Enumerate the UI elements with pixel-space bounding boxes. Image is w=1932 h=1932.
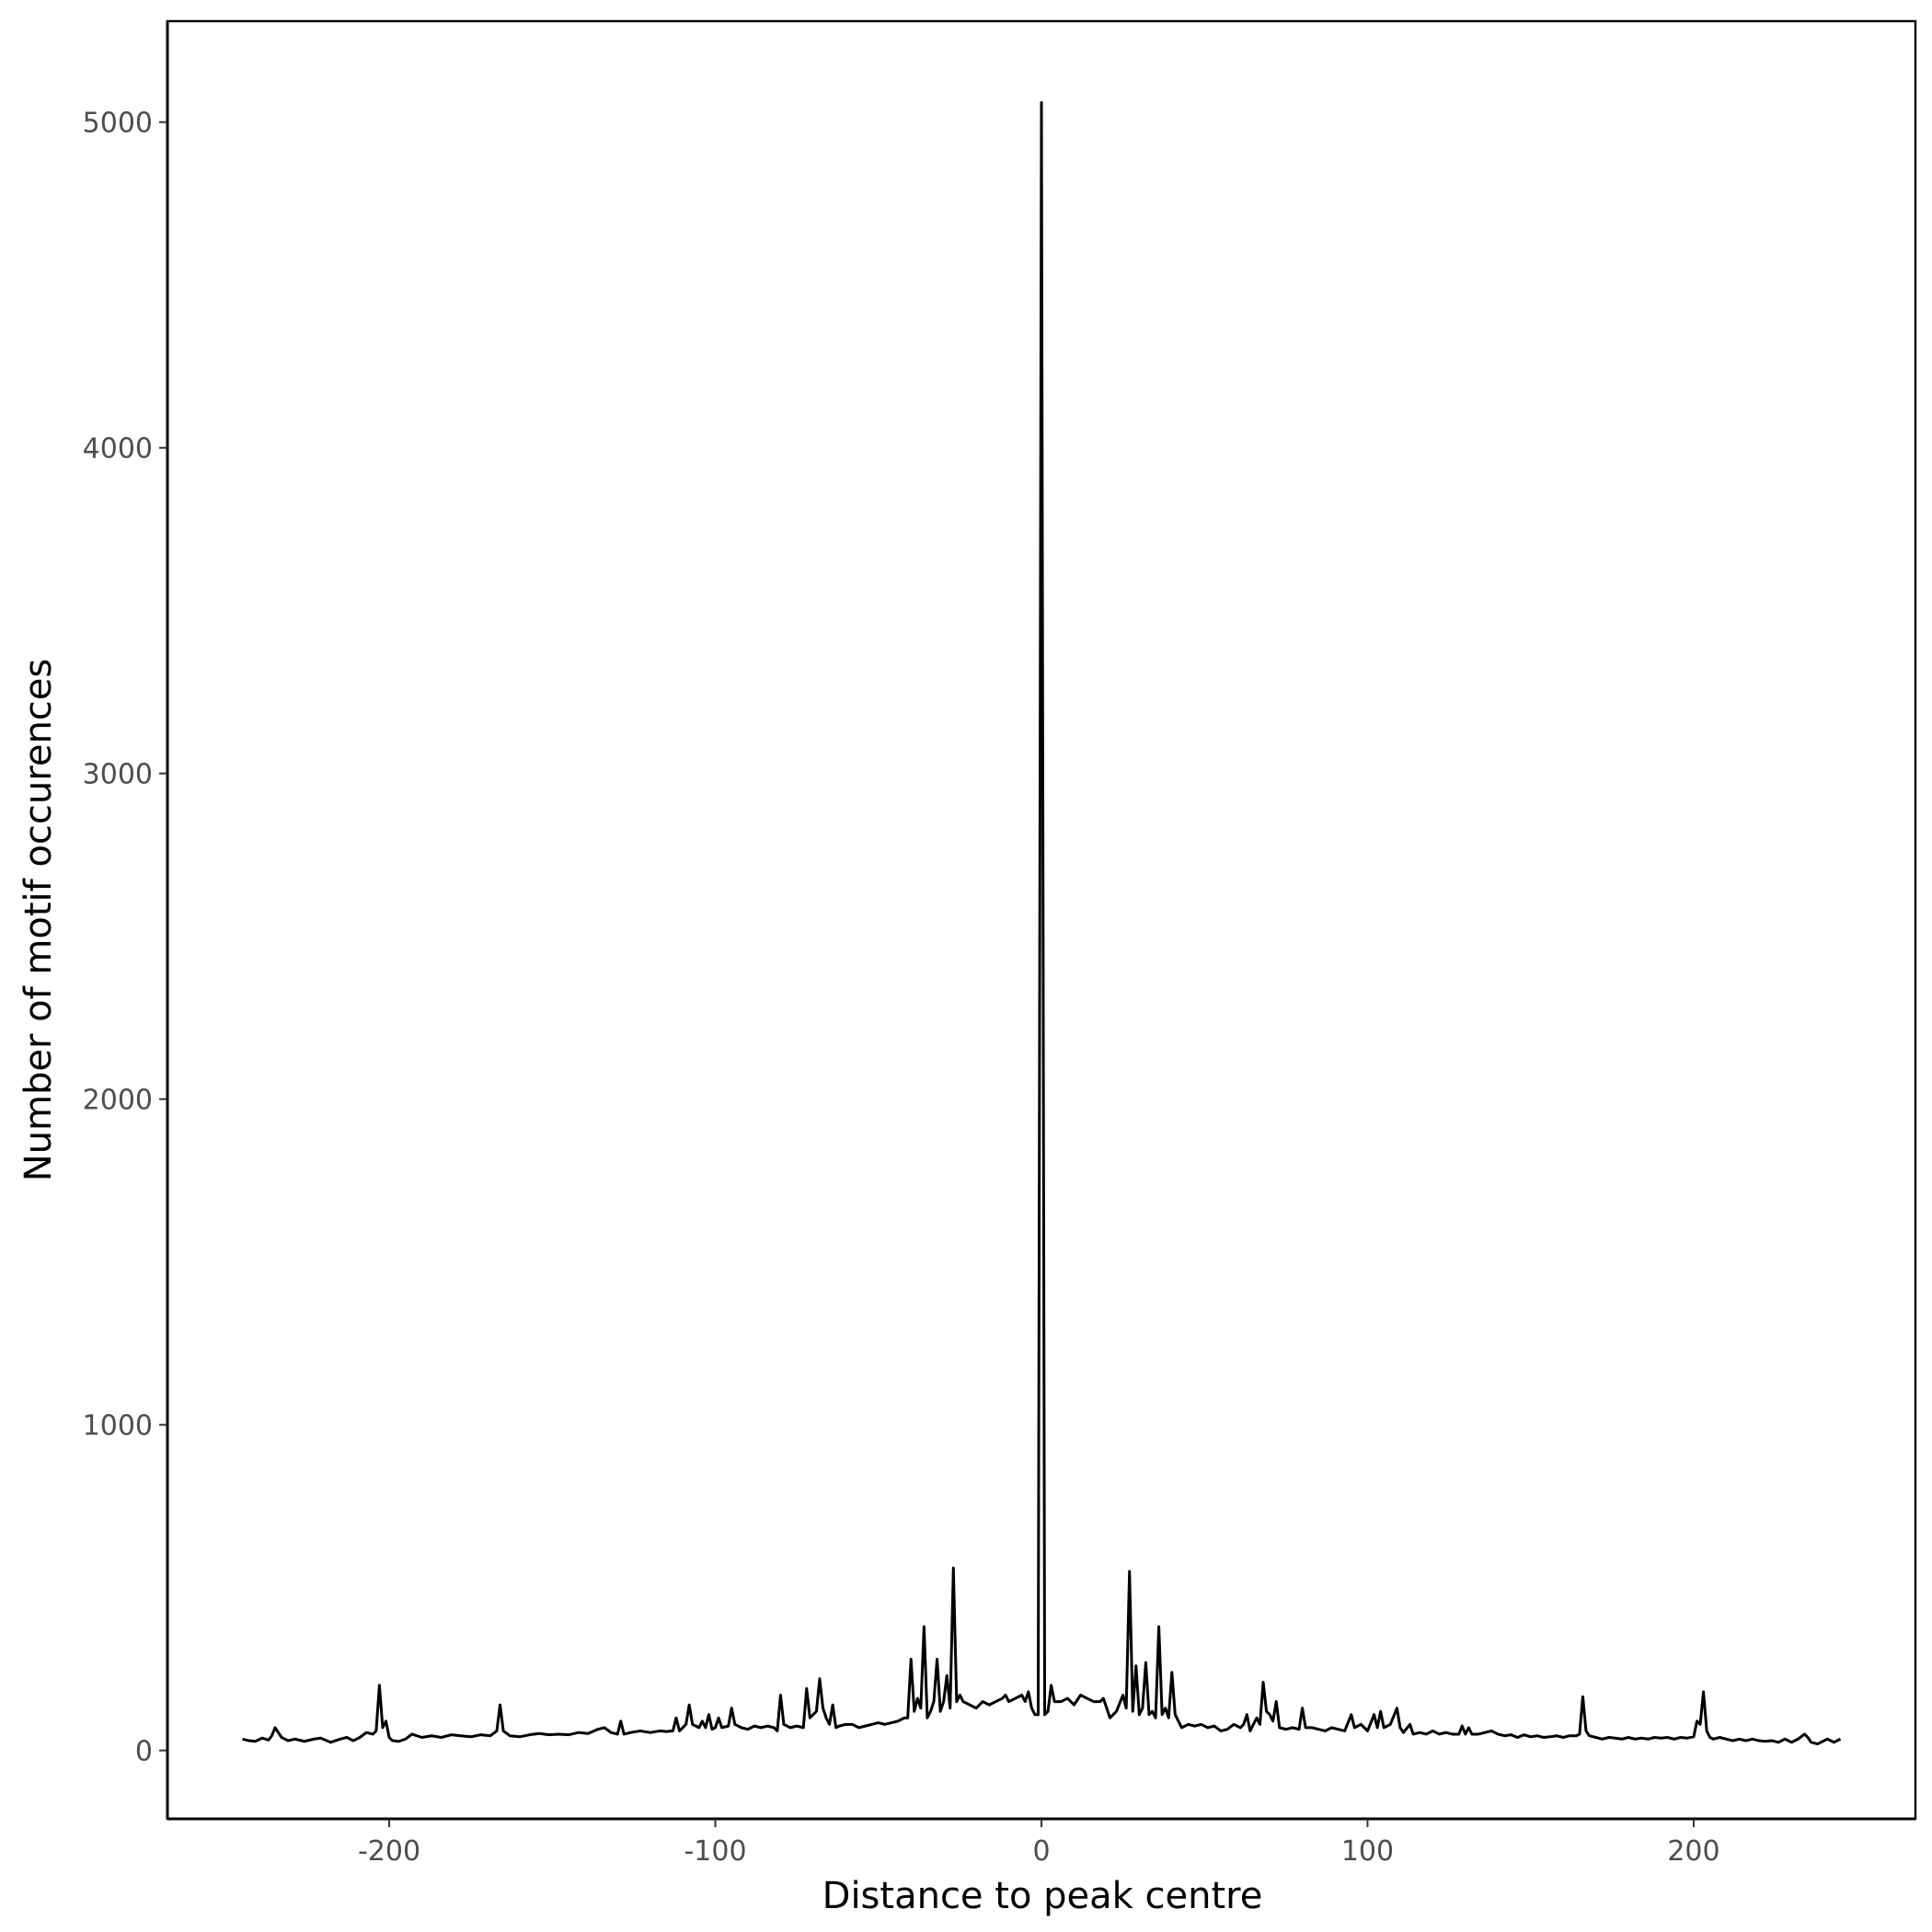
y-tick-label: 3000 <box>83 759 153 791</box>
x-tick-label: 200 <box>1667 1835 1719 1868</box>
series-line <box>242 101 1842 1746</box>
x-tick-label: 100 <box>1341 1835 1394 1868</box>
y-tick-label: 0 <box>135 1736 153 1768</box>
x-axis-title: Distance to peak centre <box>822 1875 1263 1917</box>
y-tick-label: 4000 <box>83 433 153 466</box>
y-axis-ticks: 0 1000 2000 3000 4000 5000 <box>83 108 167 1768</box>
x-axis-ticks: -200 -100 0 100 200 <box>358 1819 1720 1868</box>
x-tick-label: -200 <box>358 1835 420 1868</box>
series-layer <box>242 101 1842 1746</box>
y-axis-title: Number of motif occurences <box>17 659 60 1181</box>
y-tick-label: 1000 <box>83 1410 153 1443</box>
y-tick-label: 2000 <box>83 1085 153 1117</box>
y-tick-label: 5000 <box>83 108 153 140</box>
x-tick-label: 0 <box>1032 1835 1050 1868</box>
x-tick-label: -100 <box>684 1835 746 1868</box>
